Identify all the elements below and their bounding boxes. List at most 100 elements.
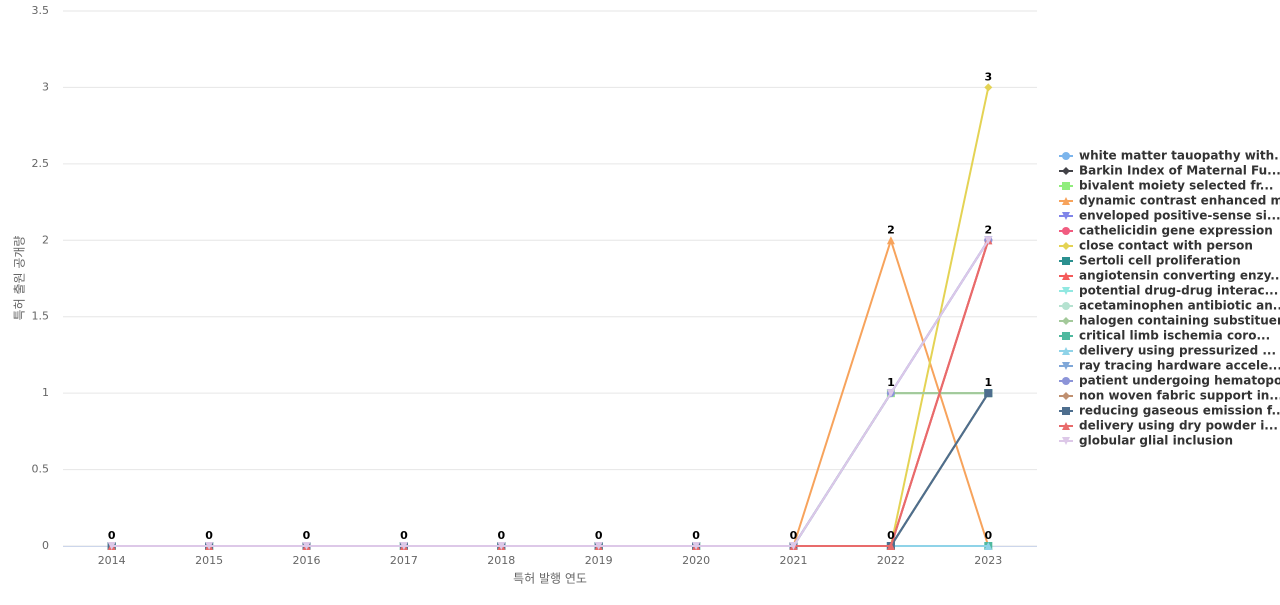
data-label: 0 — [497, 529, 505, 542]
legend-label: delivery using pressurized ... — [1079, 344, 1276, 358]
marker — [886, 236, 895, 245]
legend-item[interactable]: dynamic contrast enhanced m... — [1059, 194, 1280, 208]
x-tick-label: 2019 — [585, 554, 613, 567]
marker — [399, 542, 408, 550]
data-label: 0 — [303, 529, 311, 542]
y-tick-label: 3 — [42, 80, 49, 93]
legend-item[interactable]: Sertoli cell proliferation — [1059, 254, 1241, 268]
legend-item[interactable]: cathelicidin gene expression — [1059, 224, 1273, 238]
x-tick-label: 2014 — [98, 554, 126, 567]
marker — [984, 542, 993, 550]
data-label: 1 — [984, 376, 992, 389]
marker — [1062, 332, 1070, 340]
legend-item[interactable]: reducing gaseous emission f... — [1059, 404, 1280, 418]
legend-label: bivalent moiety selected fr... — [1079, 179, 1273, 193]
x-tick-label: 2015 — [195, 554, 223, 567]
y-tick-label: 0.5 — [32, 463, 50, 476]
legend-item[interactable]: enveloped positive-sense si... — [1059, 209, 1280, 223]
legend-label: cathelicidin gene expression — [1079, 224, 1273, 238]
y-axis-title: 특허 출원 공개량 — [13, 236, 27, 321]
marker — [1062, 242, 1070, 250]
x-tick-label: 2017 — [390, 554, 418, 567]
marker — [1062, 167, 1070, 175]
legend-label: dynamic contrast enhanced m... — [1079, 194, 1280, 208]
legend-label: patient undergoing hematopo... — [1079, 374, 1280, 388]
marker — [497, 542, 506, 550]
y-tick-label: 0 — [42, 539, 49, 552]
y-tick-label: 3.5 — [32, 4, 50, 17]
marker — [594, 542, 603, 550]
y-tick-label: 1 — [42, 386, 49, 399]
legend-label: globular glial inclusion — [1079, 434, 1233, 448]
x-tick-label: 2018 — [487, 554, 515, 567]
legend-item[interactable]: delivery using dry powder i... — [1059, 419, 1278, 433]
marker — [1062, 272, 1070, 280]
marker — [1062, 227, 1070, 235]
legend-item[interactable]: delivery using pressurized ... — [1059, 344, 1276, 358]
x-tick-label: 2016 — [293, 554, 321, 567]
legend-item[interactable]: angiotensin converting enzy... — [1059, 269, 1280, 283]
data-label: 0 — [108, 529, 116, 542]
legend-label: acetaminophen antibiotic an... — [1079, 299, 1280, 313]
legend-label: Sertoli cell proliferation — [1079, 254, 1241, 268]
series — [107, 236, 993, 550]
legend-label: close contact with person — [1079, 239, 1253, 253]
marker — [1062, 287, 1070, 295]
legend-label: halogen containing substituent — [1079, 314, 1280, 328]
legend-label: reducing gaseous emission f... — [1079, 404, 1280, 418]
legend-item[interactable]: Barkin Index of Maternal Fu... — [1059, 164, 1280, 178]
legend-label: ray tracing hardware accele... — [1079, 359, 1280, 373]
legend-item[interactable]: non woven fabric support in... — [1059, 389, 1280, 403]
legend-label: non woven fabric support in... — [1079, 389, 1280, 403]
legend-item[interactable]: halogen containing substituent — [1059, 314, 1280, 328]
legend-label: potential drug-drug interac... — [1079, 284, 1278, 298]
legend-label: enveloped positive-sense si... — [1079, 209, 1280, 223]
marker — [302, 542, 311, 550]
legend-item[interactable]: acetaminophen antibiotic an... — [1059, 299, 1280, 313]
marker — [1062, 212, 1070, 220]
data-label: 0 — [887, 529, 895, 542]
data-label: 3 — [984, 70, 992, 83]
x-tick-label: 2020 — [682, 554, 710, 567]
series-line — [111, 239, 990, 547]
legend-item[interactable]: bivalent moiety selected fr... — [1059, 179, 1273, 193]
marker — [205, 542, 214, 550]
marker — [1062, 377, 1070, 385]
data-label: 2 — [984, 223, 992, 236]
x-axis-title: 특허 발행 연도 — [513, 571, 587, 586]
legend-item[interactable]: patient undergoing hematopo... — [1059, 374, 1280, 388]
marker — [1062, 392, 1070, 400]
legend-item[interactable]: globular glial inclusion — [1059, 434, 1233, 448]
x-tick-label: 2023 — [974, 554, 1002, 567]
legend-label: Barkin Index of Maternal Fu... — [1079, 164, 1280, 178]
marker — [107, 542, 116, 550]
legend-item[interactable]: white matter tauopathy with... — [1059, 149, 1280, 163]
marker — [1062, 362, 1070, 370]
data-label: 0 — [400, 529, 408, 542]
marker — [1062, 437, 1070, 445]
data-label: 0 — [595, 529, 603, 542]
marker — [1062, 302, 1070, 310]
data-label: 0 — [984, 529, 992, 542]
legend-item[interactable]: close contact with person — [1059, 239, 1253, 253]
marker — [1062, 407, 1070, 415]
data-label: 2 — [887, 223, 895, 236]
marker — [1062, 182, 1070, 190]
y-tick-label: 2.5 — [32, 157, 50, 170]
legend-label: delivery using dry powder i... — [1079, 419, 1278, 433]
x-tick-label: 2022 — [877, 554, 905, 567]
legend-item[interactable]: ray tracing hardware accele... — [1059, 359, 1280, 373]
marker — [1062, 317, 1070, 325]
marker — [984, 389, 993, 398]
marker — [984, 83, 993, 92]
legend-item[interactable]: critical limb ischemia coro... — [1059, 329, 1270, 343]
data-label: 0 — [790, 529, 798, 542]
legend-label: white matter tauopathy with... — [1079, 149, 1280, 163]
legend-item[interactable]: potential drug-drug interac... — [1059, 284, 1278, 298]
marker — [1062, 422, 1070, 430]
marker — [692, 542, 701, 550]
marker — [886, 389, 895, 398]
data-label: 0 — [205, 529, 213, 542]
